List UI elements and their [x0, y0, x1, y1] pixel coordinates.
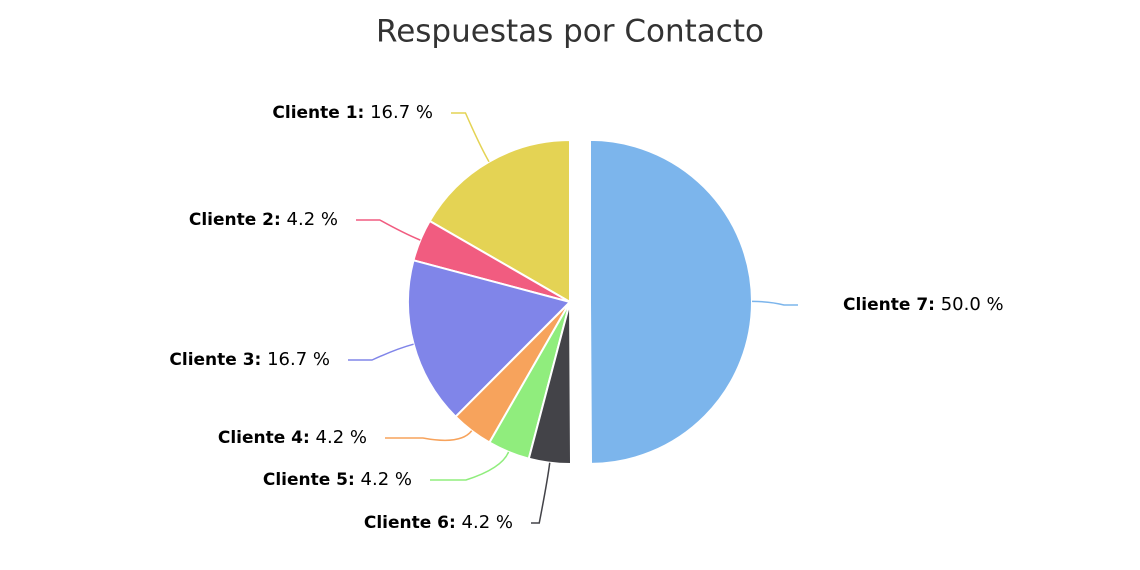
- label-value: 50.0 %: [941, 294, 1004, 315]
- label-value: 16.7 %: [370, 102, 433, 123]
- label-value: 4.2 %: [316, 427, 367, 448]
- connector: [531, 462, 551, 524]
- connector: [356, 219, 421, 241]
- pie-slice: [589, 138, 754, 465]
- label-category: Cliente 5:: [263, 470, 355, 490]
- data-label: Cliente 7: 50.0 %: [843, 294, 1004, 315]
- label-category: Cliente 4:: [218, 428, 310, 448]
- label-value: 16.7 %: [267, 349, 330, 370]
- label-category: Cliente 1:: [272, 103, 364, 123]
- data-label: Cliente 5: 4.2 %: [263, 469, 412, 490]
- pie-slice: [428, 138, 571, 304]
- connector: [751, 300, 798, 306]
- data-label: Cliente 4: 4.2 %: [218, 427, 367, 448]
- data-label: Cliente 6: 4.2 %: [364, 512, 513, 533]
- data-label: Cliente 3: 16.7 %: [169, 349, 330, 370]
- label-category: Cliente 3:: [169, 350, 261, 370]
- connector: [430, 451, 510, 481]
- label-value: 4.2 %: [462, 512, 513, 533]
- connector: [348, 343, 414, 361]
- data-label: Cliente 2: 4.2 %: [189, 209, 338, 230]
- chart-title: Respuestas por Contacto: [376, 14, 764, 50]
- connector: [385, 430, 473, 442]
- label-category: Cliente 6:: [364, 513, 456, 533]
- pie-slice: [527, 301, 573, 465]
- label-value: 4.2 %: [287, 209, 338, 230]
- data-label: Cliente 1: 16.7 %: [272, 102, 433, 123]
- label-category: Cliente 2:: [189, 210, 281, 230]
- label-category: Cliente 7:: [843, 295, 935, 315]
- label-value: 4.2 %: [361, 469, 412, 490]
- connector: [451, 112, 490, 163]
